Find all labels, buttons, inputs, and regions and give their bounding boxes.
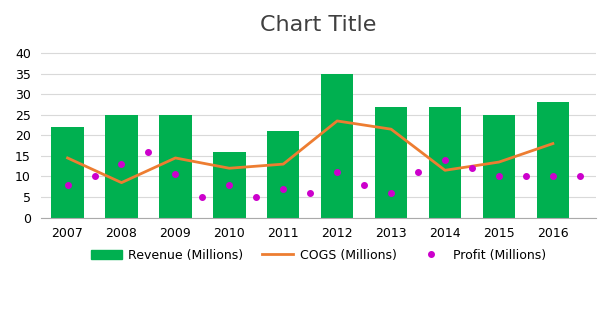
COGS (Millions)	[549, 141, 557, 145]
Profit (Millions)	[522, 174, 530, 178]
Profit (Millions)	[387, 191, 395, 195]
Profit (Millions)	[496, 174, 503, 178]
Title: Chart Title: Chart Title	[260, 15, 376, 35]
Profit (Millions)	[414, 170, 422, 174]
Bar	[483, 115, 515, 218]
Bar	[159, 115, 192, 218]
Profit (Millions)	[91, 174, 98, 178]
Profit (Millions)	[576, 174, 584, 178]
COGS (Millions)	[387, 127, 395, 131]
COGS (Millions)	[172, 156, 179, 160]
Bar	[105, 115, 137, 218]
Profit (Millions)	[360, 183, 368, 187]
Bar	[429, 107, 461, 218]
Profit (Millions)	[172, 172, 179, 176]
Profit (Millions)	[145, 150, 152, 154]
Legend: Revenue (Millions), COGS (Millions), Profit (Millions): Revenue (Millions), COGS (Millions), Pro…	[86, 244, 551, 266]
Profit (Millions)	[199, 195, 206, 199]
Profit (Millions)	[118, 162, 125, 166]
Line: Profit (Millions): Profit (Millions)	[65, 149, 583, 200]
Bar	[51, 127, 84, 218]
Bar	[321, 74, 353, 218]
Profit (Millions)	[225, 183, 233, 187]
Bar	[213, 152, 246, 218]
Profit (Millions)	[549, 174, 557, 178]
Profit (Millions)	[280, 187, 287, 191]
Profit (Millions)	[307, 191, 314, 195]
Bar	[375, 107, 408, 218]
Profit (Millions)	[468, 166, 475, 170]
Bar	[267, 131, 299, 218]
COGS (Millions)	[280, 162, 287, 166]
Profit (Millions)	[252, 195, 260, 199]
COGS (Millions)	[334, 119, 341, 123]
Profit (Millions)	[441, 158, 448, 162]
Profit (Millions)	[334, 170, 341, 174]
COGS (Millions)	[225, 166, 233, 170]
COGS (Millions)	[441, 168, 448, 172]
COGS (Millions)	[64, 156, 71, 160]
Bar	[536, 102, 569, 218]
Line: COGS (Millions): COGS (Millions)	[68, 121, 553, 183]
Profit (Millions)	[64, 183, 71, 187]
COGS (Millions)	[496, 160, 503, 164]
COGS (Millions)	[118, 181, 125, 185]
